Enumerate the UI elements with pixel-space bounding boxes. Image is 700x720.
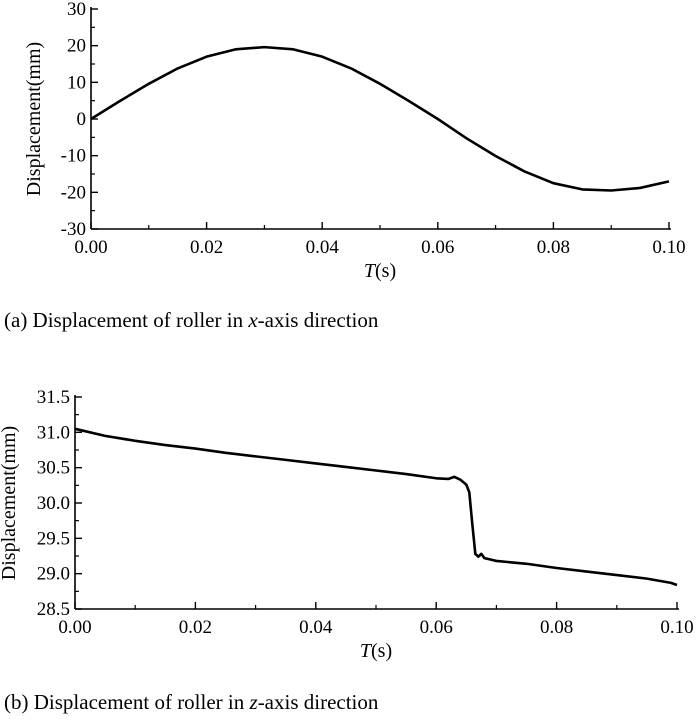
x-tick-label: 0.02 [179, 617, 212, 638]
y-axis-title: Displacement(mm) [23, 42, 45, 196]
x-tick-label: 0.04 [299, 617, 333, 638]
y-tick-label: -30 [61, 219, 86, 240]
x-tick-label: 0.02 [190, 237, 223, 258]
y-tick-label: 29.0 [37, 564, 70, 585]
chart-b: 0.00 0.02 0.04 0.06 0.08 0.10 28.5 29.0 29.5 30.0… [0, 387, 694, 662]
y-tick-label: -10 [61, 146, 86, 167]
y-tick-label: 30.0 [37, 493, 70, 514]
x-tick-label: 0.04 [306, 237, 340, 258]
x-axis-title-symbol: T [364, 260, 377, 282]
y-tick-label: 20 [67, 36, 86, 57]
y-tick-label: 31.5 [37, 387, 70, 408]
x-axis-title: T(s) [364, 260, 396, 282]
x-tick-label: 0.08 [540, 617, 573, 638]
x-axis-title-unit: (s) [371, 640, 392, 662]
y-axis-title: Displacement(mm) [0, 426, 20, 580]
x-axis-title: T(s) [360, 640, 392, 662]
caption-b: (b) Displacement of roller in z-axis dir… [4, 690, 379, 714]
series-line-0 [90, 45, 670, 192]
y-tick-label: 30.5 [37, 458, 70, 479]
x-tick-label: 0.10 [652, 237, 685, 258]
y-tick-label: -20 [61, 182, 86, 203]
x-axis-title-unit: (s) [375, 260, 396, 282]
x-tick-label: 0.06 [420, 617, 453, 638]
series-line-0 [74, 427, 678, 587]
x-tick-label: 0.10 [660, 617, 693, 638]
x-tick-label: 0.00 [58, 617, 91, 638]
x-axis-title-symbol: T [360, 640, 373, 662]
y-tick-label: 30 [67, 0, 86, 20]
caption-a: (a) Displacement of roller in x-axis dir… [4, 308, 379, 332]
chart-a: 0.00 0.02 0.04 0.06 0.08 0.10 -30 -20 -10 0 10 20 30… [23, 0, 686, 282]
x-tick-label: 0.00 [74, 237, 107, 258]
y-tick-label: 0 [77, 109, 87, 130]
x-tick-label: 0.08 [537, 237, 570, 258]
y-tick-label: 31.0 [37, 422, 70, 443]
y-tick-label: 29.5 [37, 528, 70, 549]
y-tick-label: 10 [67, 72, 86, 93]
x-tick-label: 0.06 [421, 237, 454, 258]
y-tick-label: 28.5 [37, 599, 70, 620]
